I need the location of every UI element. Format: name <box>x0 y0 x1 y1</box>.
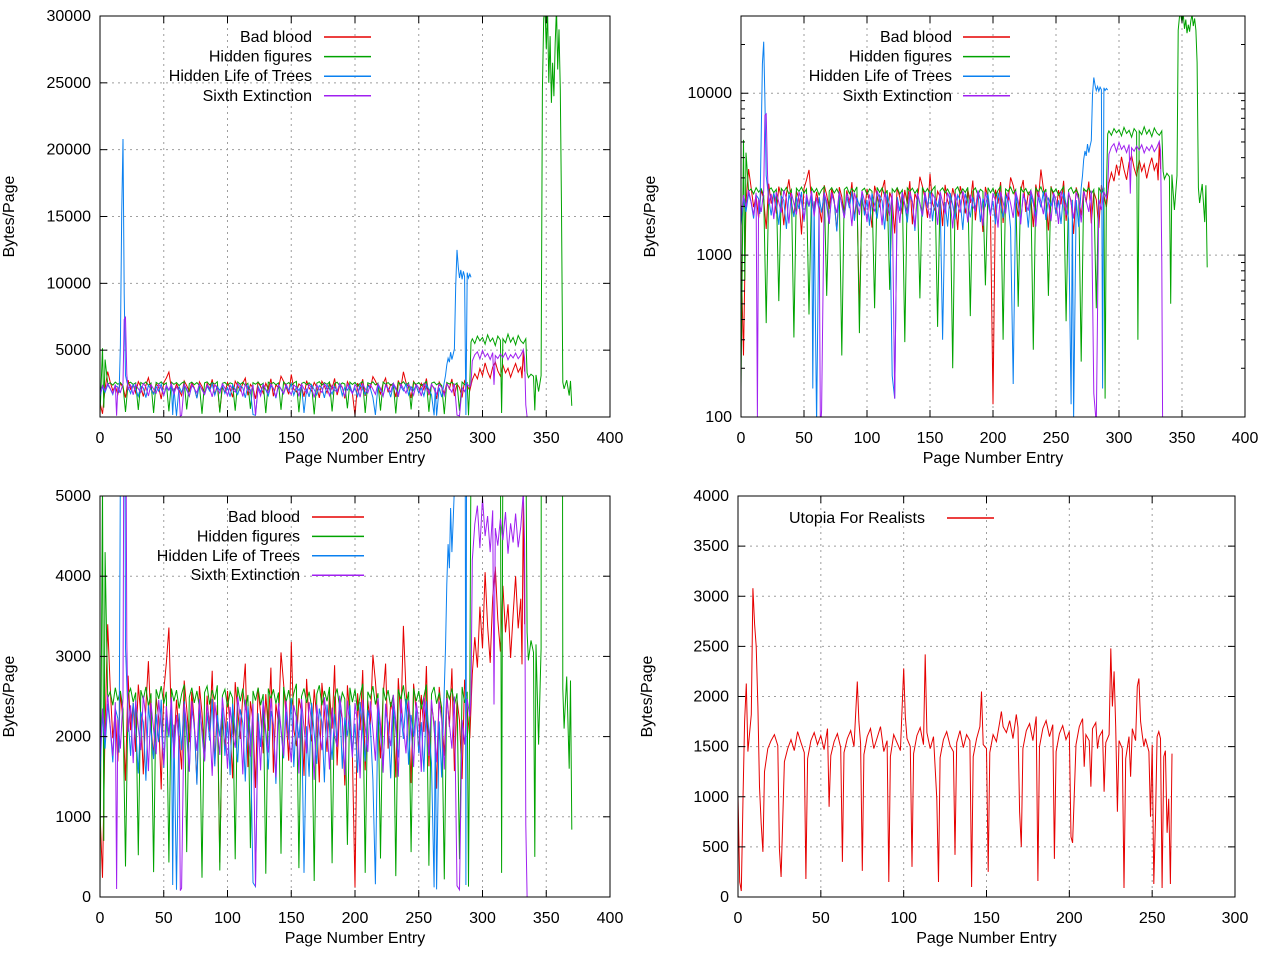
series-line-hidden_figures <box>100 496 573 887</box>
x-tick-label: 300 <box>1106 430 1133 447</box>
x-tick-label: 0 <box>96 430 105 447</box>
x-tick-label: 300 <box>1222 910 1249 927</box>
legend-label-bad_blood: Bad blood <box>240 29 312 46</box>
y-tick-label: 1000 <box>696 247 732 264</box>
chart-bottom-right: 0 50 100 150 200 250 3000500100015002000250030… <box>639 488 1248 947</box>
legend-label-bad_blood: Bad blood <box>880 29 952 46</box>
y-tick-label: 1500 <box>693 739 729 756</box>
y-tick-label: 10000 <box>47 275 92 292</box>
x-tick-label: 50 <box>155 910 173 927</box>
x-axis-label: Page Number Entry <box>285 450 426 467</box>
x-tick-label: 250 <box>1043 430 1070 447</box>
series-line-hidden_figures <box>100 16 573 416</box>
x-tick-label: 350 <box>533 430 560 447</box>
y-tick-label: 30000 <box>47 8 92 25</box>
x-tick-label: 100 <box>854 430 881 447</box>
legend-label-sixth_extinction: Sixth Extinction <box>191 567 300 584</box>
y-tick-label: 0 <box>720 889 729 906</box>
y-tick-label: 5000 <box>55 488 91 505</box>
y-tick-label: 0 <box>82 889 91 906</box>
x-tick-label: 200 <box>1056 910 1083 927</box>
y-tick-label: 25000 <box>47 75 92 92</box>
y-tick-label: 3000 <box>55 648 91 665</box>
x-tick-label: 400 <box>1232 430 1259 447</box>
series-line-hidden_life_of_trees <box>100 138 472 416</box>
y-tick-label: 1000 <box>693 789 729 806</box>
x-axis-label: Page Number Entry <box>923 450 1064 467</box>
legend-label-utopia: Utopia For Realists <box>789 510 925 527</box>
series-line-hidden_life_of_trees <box>741 41 1109 417</box>
x-tick-label: 150 <box>917 430 944 447</box>
chart-top-right: 0 50 100 150 200 250 300 350 400 100 1000 10000 Page… <box>642 15 1259 467</box>
x-axis-label: Page Number Entry <box>285 930 426 947</box>
series-line-sixth_extinction <box>100 315 528 417</box>
y-tick-label: 100 <box>705 409 732 426</box>
y-tick-label: 5000 <box>55 342 91 359</box>
x-tick-label: 400 <box>597 910 624 927</box>
x-tick-label: 350 <box>1169 430 1196 447</box>
x-tick-label: 150 <box>278 910 305 927</box>
x-tick-label: 250 <box>405 910 432 927</box>
y-axis-label: Bytes/Page <box>1 175 18 257</box>
y-tick-label: 500 <box>702 839 729 856</box>
y-tick-label: 3000 <box>693 588 729 605</box>
x-tick-label: 150 <box>973 910 1000 927</box>
y-axis-label: Bytes/Page <box>639 655 656 737</box>
legend-label-hidden_figures: Hidden figures <box>197 528 300 545</box>
y-tick-label: 3500 <box>693 538 729 555</box>
x-tick-label: 0 <box>737 430 746 447</box>
x-tick-label: 300 <box>469 430 496 447</box>
legend-label-hidden_figures: Hidden figures <box>849 49 952 66</box>
x-tick-label: 250 <box>1139 910 1166 927</box>
x-tick-label: 100 <box>214 430 241 447</box>
y-tick-label: 15000 <box>47 209 92 226</box>
x-axis-label: Page Number Entry <box>916 930 1057 947</box>
y-tick-label: 2000 <box>693 689 729 706</box>
y-tick-label: 10000 <box>688 85 733 102</box>
x-tick-label: 0 <box>96 910 105 927</box>
x-tick-label: 50 <box>795 430 813 447</box>
x-tick-label: 50 <box>155 430 173 447</box>
x-tick-label: 200 <box>980 430 1007 447</box>
legend-label-sixth_extinction: Sixth Extinction <box>203 88 312 105</box>
x-tick-label: 200 <box>342 430 369 447</box>
series-line-hidden_figures <box>741 16 1208 399</box>
x-tick-label: 350 <box>533 910 560 927</box>
y-tick-label: 2000 <box>55 729 91 746</box>
x-tick-label: 300 <box>469 910 496 927</box>
series-line-sixth_extinction <box>741 112 1164 417</box>
y-axis-label: Bytes/Page <box>642 175 659 257</box>
series-line-sixth_extinction <box>100 496 528 897</box>
x-tick-label: 0 <box>734 910 743 927</box>
x-tick-label: 200 <box>342 910 369 927</box>
legend-label-hidden_life_of_trees: Hidden Life of Trees <box>157 548 300 565</box>
legend-label-sixth_extinction: Sixth Extinction <box>843 88 952 105</box>
x-tick-label: 100 <box>214 910 241 927</box>
chart-bottom-left: 0 50 100 150 200 250 300 350 4000100020003000400… <box>1 488 624 947</box>
x-tick-label: 100 <box>890 910 917 927</box>
x-tick-label: 50 <box>812 910 830 927</box>
legend-label-bad_blood: Bad blood <box>228 509 300 526</box>
y-tick-label: 20000 <box>47 142 92 159</box>
legend-label-hidden_figures: Hidden figures <box>209 49 312 66</box>
chart-top-left: 0 50 100 150 200 250 300 350 400 5000 10000 15000 20… <box>1 8 623 467</box>
x-tick-label: 400 <box>597 430 624 447</box>
y-tick-label: 4000 <box>693 488 729 505</box>
x-tick-label: 250 <box>405 430 432 447</box>
x-tick-label: 150 <box>278 430 305 447</box>
legend-label-hidden_life_of_trees: Hidden Life of Trees <box>809 68 952 85</box>
y-axis-label: Bytes/Page <box>1 655 18 737</box>
y-tick-label: 2500 <box>693 638 729 655</box>
y-tick-label: 1000 <box>55 809 91 826</box>
series-line-utopia <box>738 588 1173 892</box>
y-tick-label: 4000 <box>55 568 91 585</box>
legend-label-hidden_life_of_trees: Hidden Life of Trees <box>169 68 312 85</box>
series-line-hidden_life_of_trees <box>100 496 467 890</box>
